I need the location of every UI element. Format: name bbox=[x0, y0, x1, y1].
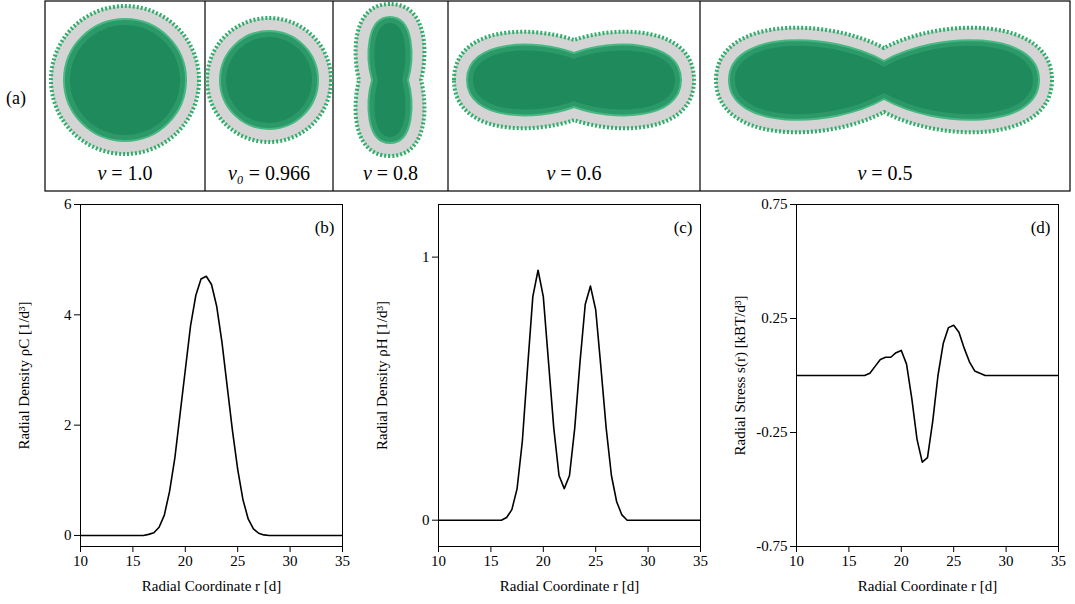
svg-text:-0.75: -0.75 bbox=[756, 538, 787, 554]
svg-text:Radial Stress s(r) [kBT/d³]: Radial Stress s(r) [kBT/d³] bbox=[732, 296, 749, 456]
svg-text:(d): (d) bbox=[1031, 218, 1051, 237]
svg-text:v = 0.8: v = 0.8 bbox=[363, 162, 418, 184]
svg-text:20: 20 bbox=[536, 553, 551, 569]
svg-text:0.75: 0.75 bbox=[761, 196, 787, 212]
svg-text:25: 25 bbox=[230, 553, 245, 569]
svg-text:0: 0 bbox=[422, 512, 430, 528]
svg-text:Radial Coordinate r [d]: Radial Coordinate r [d] bbox=[858, 578, 998, 594]
svg-text:30: 30 bbox=[283, 553, 298, 569]
svg-text:(c): (c) bbox=[674, 218, 693, 237]
svg-text:10: 10 bbox=[73, 553, 88, 569]
svg-text:10: 10 bbox=[789, 553, 804, 569]
svg-text:v = 0.6: v = 0.6 bbox=[546, 162, 601, 184]
svg-text:(b): (b) bbox=[315, 218, 335, 237]
svg-text:1: 1 bbox=[422, 249, 430, 265]
svg-text:25: 25 bbox=[946, 553, 961, 569]
svg-text:(a): (a) bbox=[6, 88, 26, 109]
svg-text:15: 15 bbox=[483, 553, 498, 569]
svg-text:v = 1.0: v = 1.0 bbox=[97, 162, 152, 184]
svg-text:v₀ = 0.966: v₀ = 0.966 bbox=[228, 162, 310, 184]
svg-text:Radial Density ρH [1/d³]: Radial Density ρH [1/d³] bbox=[374, 301, 390, 450]
svg-text:Radial Coordinate r [d]: Radial Coordinate r [d] bbox=[142, 578, 282, 594]
svg-text:Radial Density ρC [1/d³]: Radial Density ρC [1/d³] bbox=[16, 301, 32, 449]
svg-text:35: 35 bbox=[693, 553, 708, 569]
svg-text:2: 2 bbox=[64, 417, 72, 433]
svg-text:15: 15 bbox=[841, 553, 856, 569]
svg-text:v = 0.5: v = 0.5 bbox=[857, 162, 912, 184]
svg-text:15: 15 bbox=[125, 553, 140, 569]
svg-text:10: 10 bbox=[431, 553, 446, 569]
svg-text:30: 30 bbox=[999, 553, 1014, 569]
svg-text:4: 4 bbox=[64, 307, 72, 323]
svg-text:6: 6 bbox=[64, 196, 72, 212]
svg-text:35: 35 bbox=[335, 553, 350, 569]
svg-text:-0.25: -0.25 bbox=[756, 424, 787, 440]
svg-text:30: 30 bbox=[641, 553, 656, 569]
svg-text:Radial Coordinate r [d]: Radial Coordinate r [d] bbox=[500, 578, 640, 594]
svg-text:0: 0 bbox=[64, 527, 72, 543]
svg-text:35: 35 bbox=[1051, 553, 1066, 569]
svg-text:25: 25 bbox=[588, 553, 603, 569]
svg-text:20: 20 bbox=[894, 553, 909, 569]
svg-text:20: 20 bbox=[178, 553, 193, 569]
svg-text:0.25: 0.25 bbox=[761, 310, 787, 326]
